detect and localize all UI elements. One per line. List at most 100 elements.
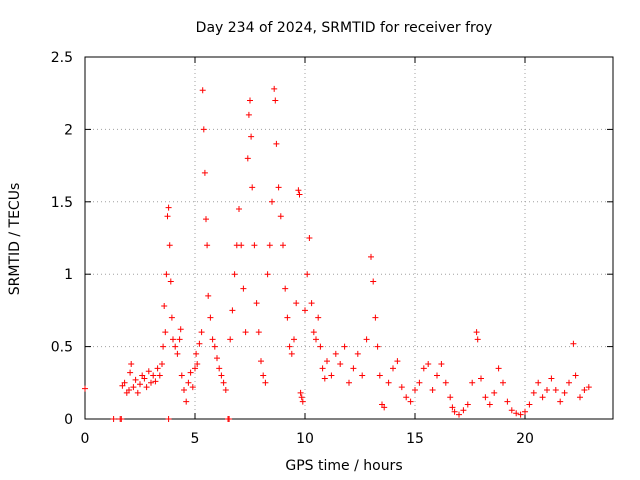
data-point — [216, 365, 223, 372]
data-point — [341, 343, 348, 350]
data-point — [491, 389, 498, 396]
data-point — [504, 398, 511, 405]
data-point — [244, 155, 251, 162]
data-point — [346, 379, 352, 386]
data-point — [199, 87, 206, 94]
data-point — [240, 285, 247, 292]
data-point — [201, 169, 208, 176]
data-point — [321, 375, 328, 382]
data-point — [207, 314, 214, 321]
data-point — [126, 387, 132, 394]
data-point — [581, 387, 588, 394]
data-point — [368, 253, 374, 260]
data-point — [127, 369, 134, 376]
data-point — [508, 407, 515, 414]
x-tick-label: 5 — [191, 431, 200, 447]
data-point — [269, 198, 275, 205]
data-point — [168, 314, 175, 321]
data-point — [238, 242, 245, 249]
data-point — [266, 242, 273, 249]
data-point — [248, 133, 255, 140]
data-point — [181, 387, 187, 394]
data-point — [164, 213, 171, 220]
data-point — [548, 375, 555, 382]
y-tick-label: 1 — [64, 267, 73, 283]
data-point — [451, 408, 458, 415]
data-point — [176, 336, 183, 343]
data-point — [260, 372, 267, 379]
data-point — [163, 271, 170, 278]
data-point — [288, 350, 295, 357]
data-point — [464, 401, 471, 408]
data-point — [273, 140, 280, 147]
data-point — [425, 360, 432, 367]
x-axis-label: GPS time / hours — [285, 458, 402, 474]
data-point — [280, 242, 286, 249]
grid-lines — [85, 57, 613, 419]
data-point — [403, 394, 410, 401]
y-tick-label: 2 — [64, 122, 73, 138]
data-point — [308, 300, 315, 307]
data-point — [277, 213, 284, 220]
data-point — [145, 368, 152, 375]
data-points — [82, 85, 592, 422]
data-point — [214, 355, 220, 362]
data-point — [130, 384, 137, 391]
data-point — [161, 303, 168, 310]
data-point — [500, 379, 506, 386]
data-point — [192, 365, 198, 372]
data-point — [363, 336, 370, 343]
data-point — [293, 300, 300, 307]
data-point — [486, 401, 493, 408]
data-point — [434, 372, 440, 379]
data-point — [572, 372, 579, 379]
data-point — [262, 379, 269, 386]
data-point — [187, 369, 194, 376]
data-point — [478, 375, 484, 382]
data-point — [354, 350, 361, 357]
data-point — [165, 204, 172, 211]
data-point — [381, 404, 388, 411]
plot-frame — [84, 56, 614, 420]
data-point — [469, 379, 476, 386]
data-point — [456, 411, 462, 418]
data-point — [420, 365, 427, 372]
data-point — [172, 343, 179, 350]
data-point — [222, 387, 229, 394]
data-point — [132, 376, 139, 383]
data-point — [570, 340, 577, 347]
data-point — [200, 126, 207, 133]
data-point — [245, 111, 252, 118]
data-point — [152, 378, 159, 385]
data-point — [332, 350, 339, 357]
data-point — [394, 358, 401, 365]
data-point — [513, 410, 520, 417]
data-point — [137, 381, 143, 388]
y-tick-label: 1.5 — [51, 195, 73, 211]
data-point — [258, 358, 264, 365]
data-point — [376, 372, 383, 379]
data-point — [247, 97, 253, 104]
y-axis-label: SRMTID / TECUs — [7, 183, 23, 296]
data-point — [196, 340, 203, 347]
x-tick-label: 0 — [81, 431, 90, 447]
data-point — [291, 336, 297, 343]
data-point — [134, 389, 141, 396]
data-point — [183, 398, 190, 405]
data-point — [577, 394, 583, 401]
data-point — [474, 336, 481, 343]
data-point — [220, 379, 227, 386]
data-point — [535, 379, 542, 386]
x-tick-label: 20 — [516, 431, 534, 447]
data-point — [447, 394, 454, 401]
data-point — [317, 343, 324, 350]
data-point — [429, 387, 436, 394]
data-point — [143, 384, 150, 391]
data-point — [299, 398, 306, 405]
data-point — [539, 394, 546, 401]
data-point — [272, 97, 279, 104]
y-tick-label: 2.5 — [51, 50, 73, 66]
data-point — [156, 372, 163, 379]
data-point — [585, 384, 592, 391]
data-point — [438, 360, 445, 367]
